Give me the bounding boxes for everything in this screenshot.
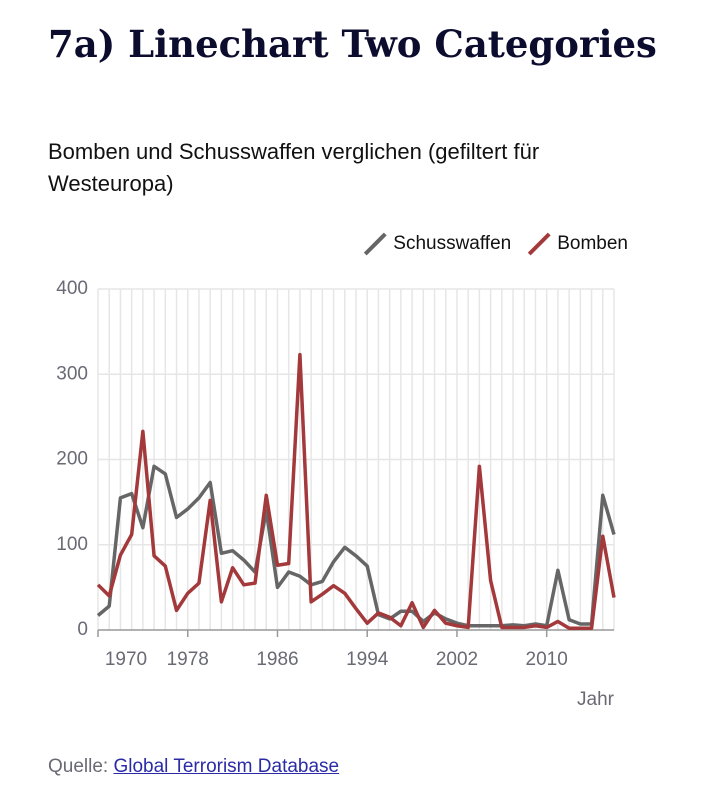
legend-label: Bomben (557, 233, 628, 254)
legend-swatch (363, 232, 387, 256)
y-tick-label: 300 (56, 363, 88, 384)
x-tick-label: 2010 (526, 649, 568, 670)
chart-title: 7a) Linechart Two Categories (48, 22, 657, 66)
x-tick-label: 1978 (167, 649, 209, 670)
x-tick-label: 1986 (256, 649, 298, 670)
y-tick-label: 400 (56, 278, 88, 299)
x-tick-label: 1970 (105, 649, 147, 670)
y-tick-label: 200 (56, 449, 88, 470)
legend-swatch (527, 232, 551, 256)
y-tick-label: 100 (56, 534, 88, 555)
legend-label: Schusswaffen (393, 233, 511, 254)
x-tick-label: 1994 (346, 649, 389, 670)
source-label: Quelle: (48, 756, 109, 777)
chart-subtitle: Bomben und Schusswaffen verglichen (gefi… (48, 139, 540, 196)
line-series (96, 352, 616, 631)
x-axis-label: Jahr (577, 689, 615, 710)
source: Quelle: Global Terrorism Database (48, 756, 339, 778)
x-tick-label: 2002 (436, 649, 478, 670)
source-link[interactable]: Global Terrorism Database (113, 756, 340, 777)
chart: 0 100 200 300 400 1970 1978 1986 1994 2002 2010 Jah… (56, 232, 628, 710)
y-tick-label: 0 (77, 619, 88, 640)
